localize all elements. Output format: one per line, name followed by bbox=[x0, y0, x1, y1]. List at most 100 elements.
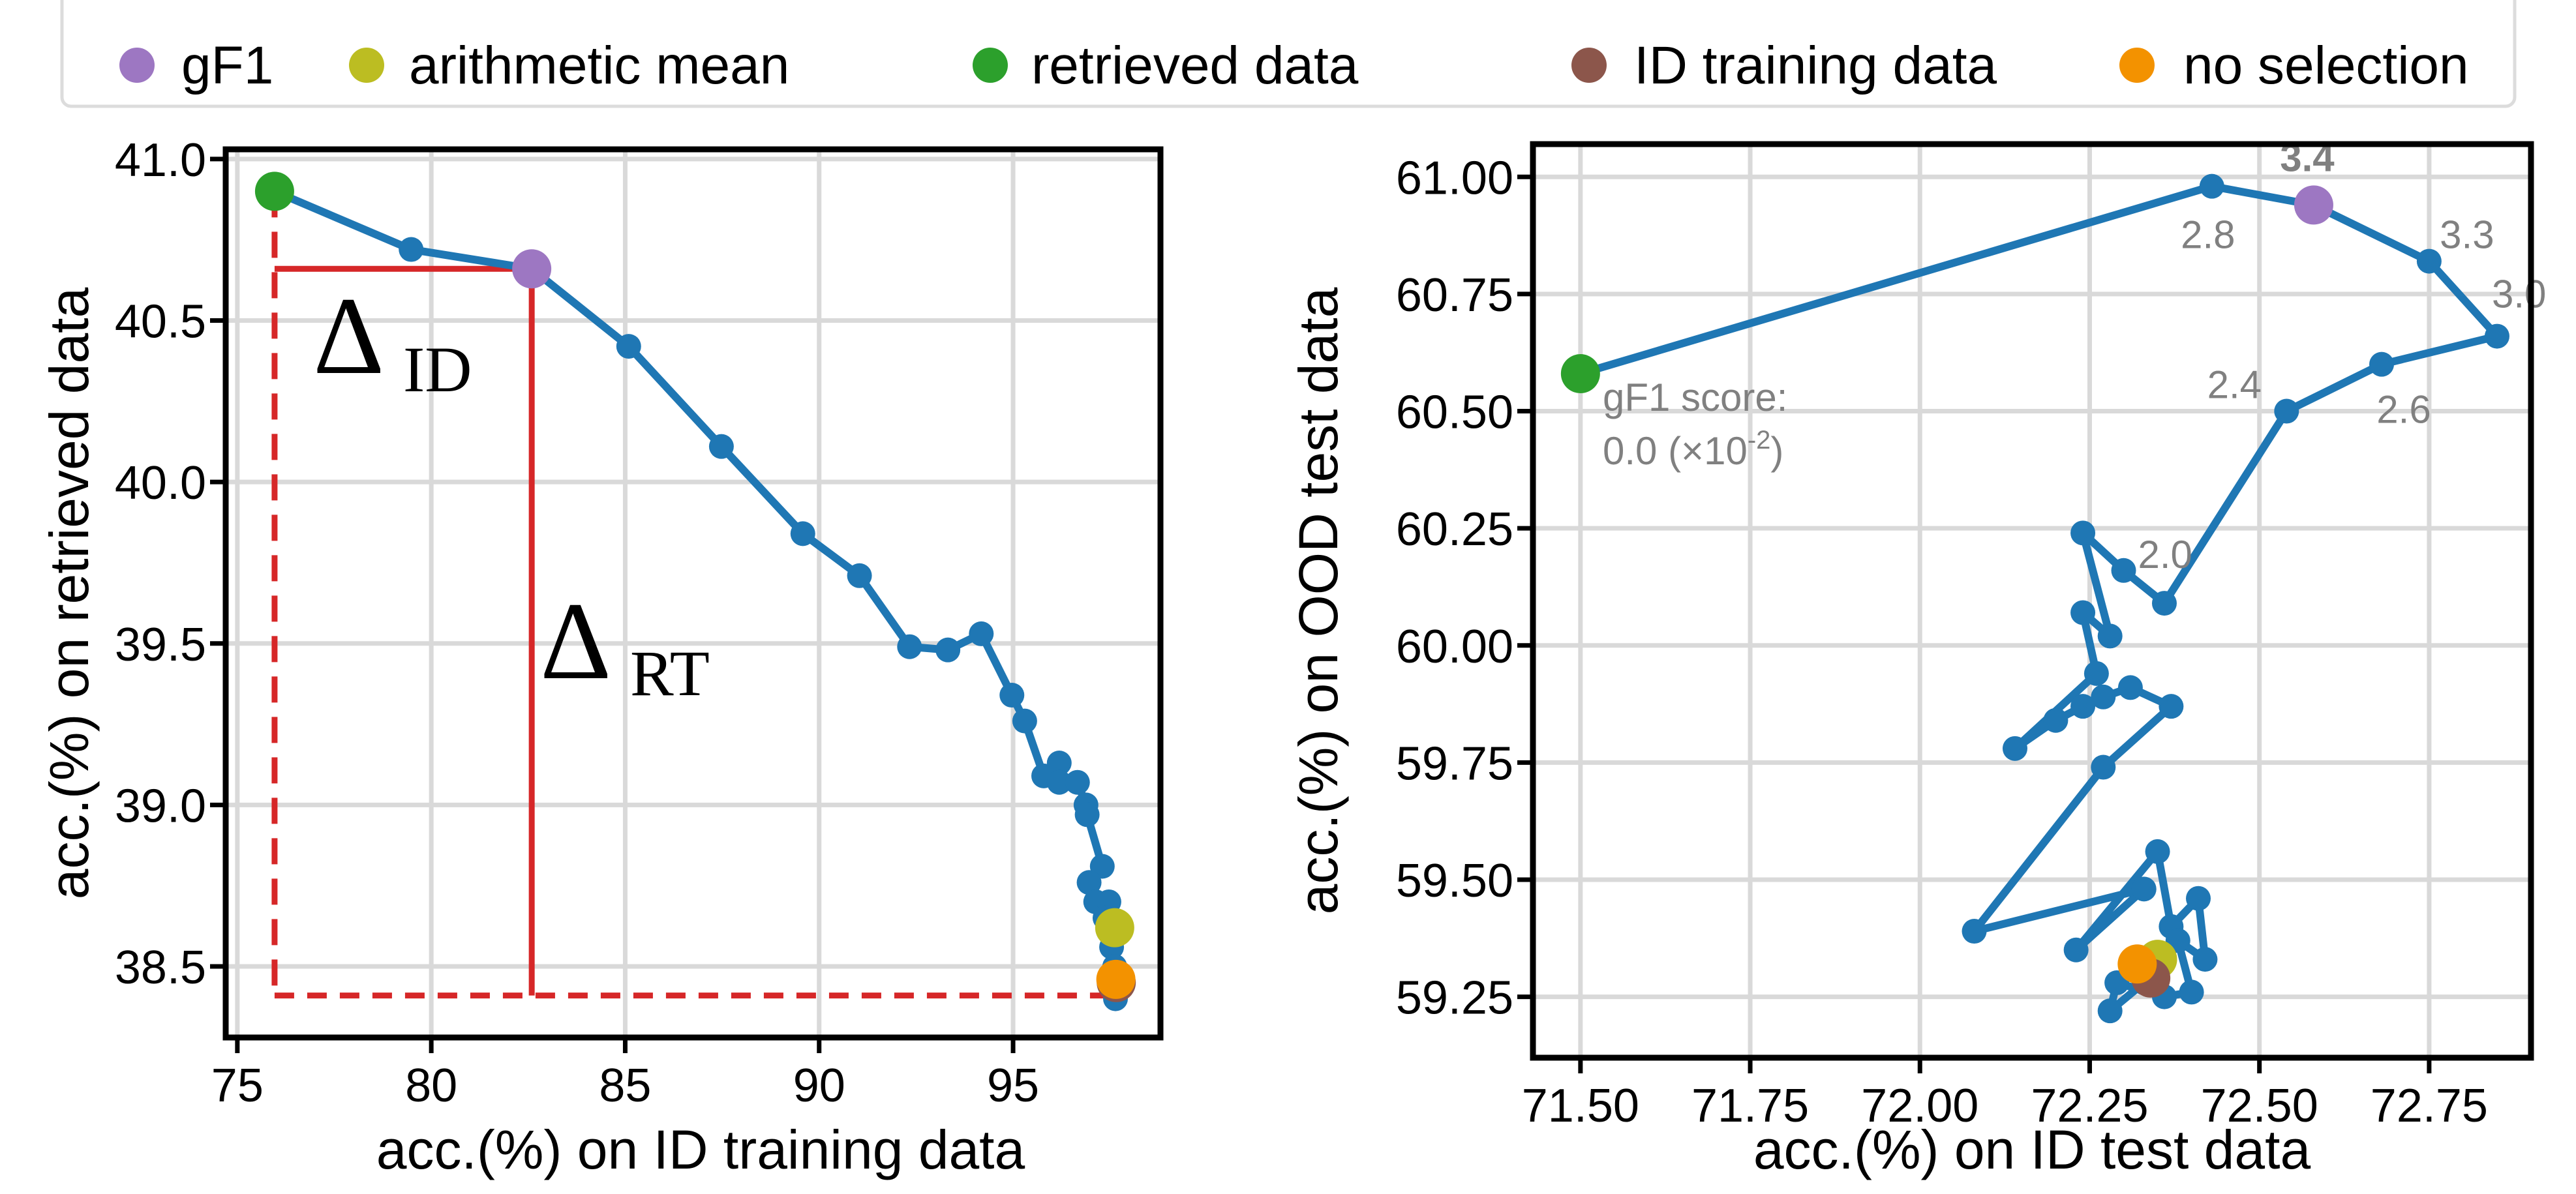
highlight-gf1-point bbox=[512, 249, 552, 289]
series-point bbox=[399, 237, 424, 262]
series-point bbox=[1012, 708, 1037, 734]
series-point bbox=[2274, 398, 2299, 424]
y-tick-label: 60.50 bbox=[1396, 387, 1513, 439]
legend-frame bbox=[60, 0, 2517, 108]
series-point bbox=[1046, 769, 1072, 795]
highlight-retrieved-data-point bbox=[254, 172, 294, 211]
legend-item: gF1 bbox=[119, 36, 273, 95]
delta-rt-symbol: Δ bbox=[540, 580, 611, 702]
highlight-gf1-point bbox=[2294, 185, 2333, 225]
series-point bbox=[2117, 675, 2143, 700]
series-point bbox=[2186, 886, 2211, 911]
highlight-retrieved-data-point bbox=[1560, 354, 1600, 394]
delta-rt-subscript: RT bbox=[630, 637, 710, 709]
y-tick-label: 41.0 bbox=[115, 134, 206, 187]
x-tick-label: 90 bbox=[793, 1060, 845, 1112]
series-point bbox=[790, 521, 815, 546]
series-point bbox=[847, 563, 872, 588]
legend-label: gF1 bbox=[181, 36, 273, 95]
highlight-no-selection-point bbox=[2117, 944, 2157, 984]
series-point bbox=[2091, 684, 2116, 709]
legend-marker-icon bbox=[1571, 48, 1607, 83]
point-score-label: 3.3 bbox=[2440, 213, 2494, 257]
y-tick-label: 39.0 bbox=[115, 780, 206, 832]
legend-marker-icon bbox=[2119, 48, 2155, 83]
plot-frame bbox=[1530, 141, 2534, 1061]
x-tick-label: 95 bbox=[987, 1060, 1039, 1112]
series-point bbox=[616, 334, 641, 359]
legend-label: ID training data bbox=[1634, 36, 1997, 95]
legend-label: no selection bbox=[2183, 36, 2469, 95]
y-axis-label: acc.(%) on retrieved data bbox=[38, 287, 100, 899]
y-tick-label: 39.5 bbox=[115, 619, 206, 671]
y-tick-label: 60.00 bbox=[1396, 621, 1513, 673]
series-point bbox=[2084, 661, 2109, 686]
series-line bbox=[1579, 182, 2501, 1015]
x-tick-label: 72.00 bbox=[1861, 1080, 1978, 1132]
legend-marker-icon bbox=[119, 48, 155, 83]
series-point bbox=[1076, 870, 1102, 895]
series-point bbox=[2159, 694, 2184, 719]
x-tick-label: 80 bbox=[405, 1060, 457, 1112]
point-score-label: 3.0 bbox=[2492, 273, 2546, 316]
legend-marker-icon bbox=[349, 48, 384, 83]
legend-item: arithmetic mean bbox=[349, 36, 789, 95]
legend-item: no selection bbox=[2119, 36, 2469, 95]
series-point bbox=[2484, 323, 2509, 349]
series-point bbox=[2369, 351, 2395, 377]
series-point bbox=[1962, 919, 1987, 944]
series-point bbox=[2070, 520, 2096, 546]
series-point bbox=[2131, 876, 2157, 902]
left-chart: 75 80 85 90 95 38.5 39.0 39.5 40.0 40.5 41.0 acc.(%… bbox=[38, 134, 1164, 1180]
series-point bbox=[2179, 979, 2204, 1005]
right-chart: 71.50 71.75 72.00 72.25 72.50 72.75 59.25 59.50… bbox=[1288, 136, 2546, 1180]
y-tick-label: 59.75 bbox=[1396, 738, 1513, 790]
x-axis-label: acc.(%) on ID training data bbox=[376, 1119, 1025, 1180]
series-point bbox=[2063, 937, 2089, 963]
series-point bbox=[1046, 751, 1072, 776]
series-point bbox=[999, 683, 1025, 708]
delta-id-subscript: ID bbox=[403, 333, 472, 406]
y-tick-label: 60.25 bbox=[1396, 503, 1513, 556]
series-point bbox=[2151, 591, 2177, 616]
x-tick-label: 71.50 bbox=[1522, 1080, 1639, 1132]
legend-item: ID training data bbox=[1571, 36, 1997, 95]
highlight-arithmetic-mean-point bbox=[1095, 908, 1134, 948]
series-point bbox=[2097, 998, 2123, 1024]
legend-label: retrieved data bbox=[1031, 36, 1359, 95]
series-point bbox=[1074, 802, 1100, 828]
series-line bbox=[273, 187, 1120, 999]
series-point bbox=[2111, 558, 2136, 583]
legend: gF1 arithmetic mean retrieved data ID train… bbox=[60, 0, 2517, 108]
gf1-score-note-line1: gF1 score: bbox=[1603, 376, 1787, 419]
gf1-score-close: ) bbox=[1770, 429, 1783, 473]
legend-label: arithmetic mean bbox=[409, 36, 789, 95]
series-point bbox=[2097, 623, 2123, 649]
gf1-score-note-line2: 0.0 (×10-2) bbox=[1603, 426, 1783, 473]
series-point bbox=[2416, 248, 2442, 274]
series-point bbox=[2070, 600, 2096, 625]
gf1-score-exponent: -2 bbox=[1748, 426, 1771, 455]
point-score-label: 2.0 bbox=[2138, 533, 2192, 576]
x-tick-label: 72.25 bbox=[2031, 1080, 2148, 1132]
legend-marker-icon bbox=[973, 48, 1008, 83]
y-axis-label: acc.(%) on OOD test data bbox=[1288, 287, 1349, 914]
y-tick-label: 40.5 bbox=[115, 295, 206, 348]
delta-id-symbol: Δ bbox=[313, 275, 384, 397]
point-score-label: 2.6 bbox=[2376, 388, 2431, 432]
series-point bbox=[2002, 736, 2027, 761]
series-point bbox=[2043, 708, 2068, 733]
series-point bbox=[935, 637, 961, 663]
plot-frame bbox=[222, 146, 1164, 1041]
series-point bbox=[969, 621, 994, 646]
series-point bbox=[897, 634, 922, 659]
x-tick-label: 72.50 bbox=[2201, 1080, 2318, 1132]
y-tick-label: 38.5 bbox=[115, 942, 206, 994]
x-tick-label: 72.75 bbox=[2371, 1080, 2488, 1132]
series-point bbox=[2145, 839, 2170, 864]
highlight-no-selection-point bbox=[1096, 959, 1136, 999]
series-point bbox=[708, 434, 734, 459]
gf1-score-value: 0.0 (×10 bbox=[1603, 429, 1748, 473]
x-tick-label: 71.75 bbox=[1691, 1080, 1809, 1132]
y-tick-label: 60.75 bbox=[1396, 269, 1513, 321]
